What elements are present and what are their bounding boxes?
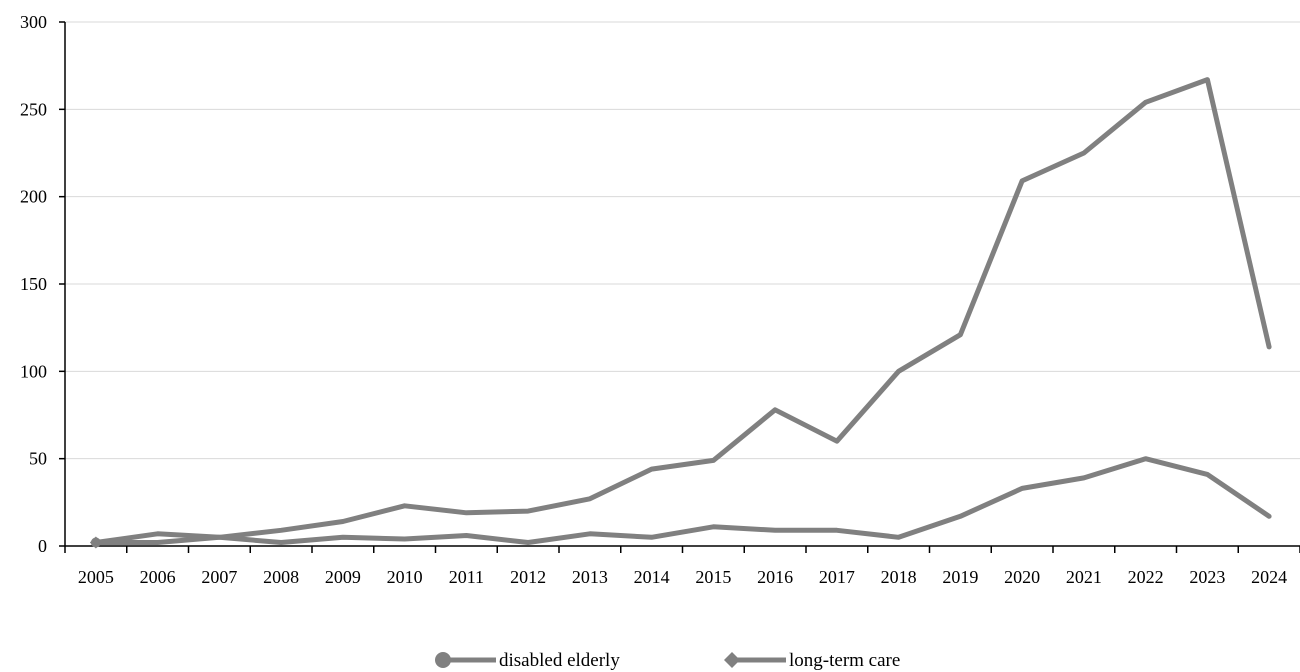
x-tick-label: 2009 xyxy=(325,567,361,587)
y-tick-label: 200 xyxy=(20,187,47,207)
legend-marker-circle-icon xyxy=(435,652,451,668)
y-tick-label: 0 xyxy=(38,536,47,556)
x-tick-label: 2023 xyxy=(1189,567,1225,587)
x-tick-label: 2022 xyxy=(1128,567,1164,587)
x-axis-ticks: 2005 2006 2007 2008 2009 2010 2011 2012 2013 2014… xyxy=(64,546,1300,587)
series-line-disabled-elderly xyxy=(93,456,1272,545)
x-tick-label: 2017 xyxy=(819,567,855,587)
legend-marker-diamond-icon xyxy=(724,652,740,668)
x-tick-label: 2020 xyxy=(1004,567,1040,587)
series-line-long-term-care xyxy=(93,77,1272,545)
x-tick-label: 2019 xyxy=(942,567,978,587)
legend-item-disabled-elderly: disabled elderly xyxy=(435,650,620,671)
x-tick-label: 2024 xyxy=(1251,567,1287,587)
x-tick-label: 2018 xyxy=(881,567,917,587)
y-tick-label: 300 xyxy=(20,12,47,32)
x-tick-label: 2008 xyxy=(263,567,299,587)
x-tick-label: 2016 xyxy=(757,567,793,587)
y-tick-label: 100 xyxy=(20,361,47,381)
x-tick-label: 2012 xyxy=(510,567,546,587)
y-tick-label: 250 xyxy=(20,99,47,119)
legend-label-disabled-elderly: disabled elderly xyxy=(499,650,620,671)
x-tick-label: 2013 xyxy=(572,567,608,587)
x-tick-label: 2015 xyxy=(695,567,731,587)
y-axis-ticks: 0 50 100 150 200 250 300 xyxy=(20,12,65,556)
data-point-marker xyxy=(89,536,102,549)
gridlines xyxy=(65,21,1300,460)
x-tick-label: 2014 xyxy=(634,567,670,587)
x-tick-label: 2010 xyxy=(387,567,423,587)
x-tick-label: 2007 xyxy=(201,567,237,587)
legend: disabled elderly long-term care xyxy=(435,650,900,671)
x-tick-label: 2005 xyxy=(78,567,114,587)
y-tick-label: 150 xyxy=(20,274,47,294)
x-tick-label: 2011 xyxy=(449,567,484,587)
y-tick-label: 50 xyxy=(29,449,47,469)
x-tick-label: 2021 xyxy=(1066,567,1102,587)
series-lines xyxy=(89,77,1272,549)
legend-label-long-term-care: long-term care xyxy=(789,650,900,671)
legend-item-long-term-care: long-term care xyxy=(724,650,900,671)
x-tick-label: 2006 xyxy=(140,567,176,587)
